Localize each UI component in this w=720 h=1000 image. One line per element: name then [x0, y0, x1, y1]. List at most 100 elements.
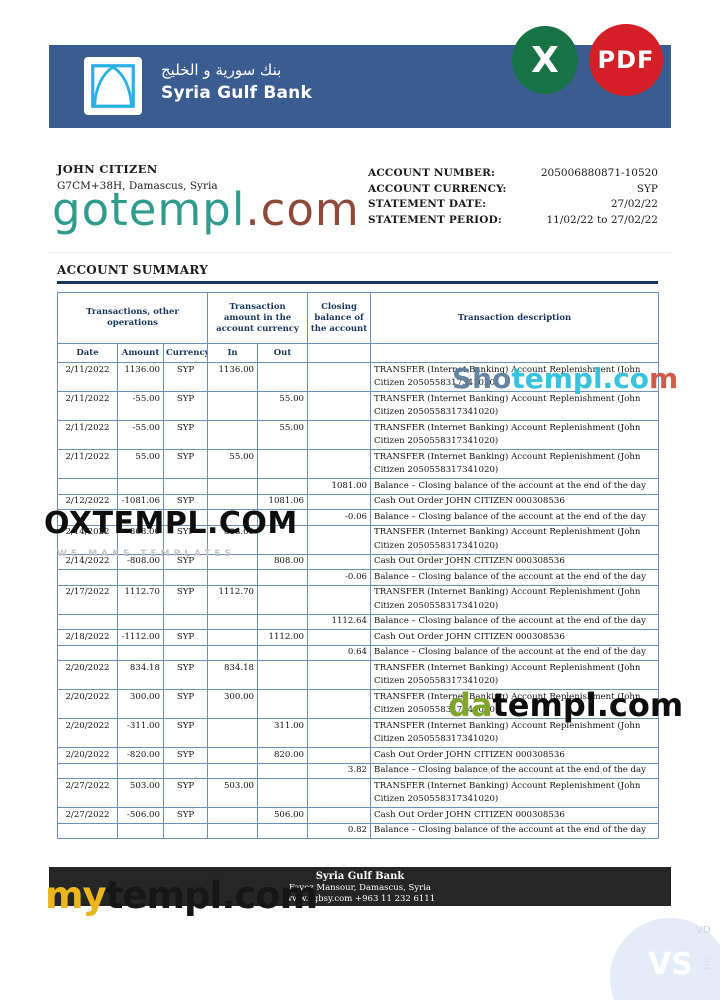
table-row: 2/27/2022 503.00 SYP 503.00 TRANSFER (Intern…	[57, 778, 660, 808]
header-divider	[49, 252, 671, 253]
table-row: 2/20/2022 834.18 SYP 834.18 TRANSFER (Intern…	[57, 660, 660, 690]
cell-amount: 55.00	[117, 449, 164, 479]
cell-balance	[307, 778, 372, 808]
col-header-in: In	[207, 343, 259, 363]
col-header-date: Date	[57, 343, 118, 363]
cell-currency	[162, 569, 209, 586]
cell-amount: 503.00	[117, 778, 164, 808]
cell-date: 2/20/2022	[57, 747, 118, 764]
cell-description: Balance – Closing balance of the account…	[370, 569, 660, 586]
cell-in	[207, 391, 259, 421]
cell-date: 2/11/2022	[57, 362, 118, 392]
watermark-gotempl: gotempl.com	[52, 186, 360, 234]
cell-amount: 808.00	[117, 524, 164, 555]
cell-date: 2/17/2022	[57, 584, 118, 615]
customer-name: JOHN CITIZEN	[57, 162, 158, 176]
cell-balance	[307, 660, 372, 690]
cell-in	[207, 478, 259, 495]
account-number-label: ACCOUNT NUMBER:	[368, 167, 496, 179]
group-header-description: Transaction description	[370, 292, 660, 344]
statement-date-label: STATEMENT DATE:	[368, 198, 487, 210]
cell-out: 1112.00	[257, 629, 309, 646]
cell-description: TRANSFER (Internet Banking) Account Repl…	[370, 689, 660, 719]
cell-currency: SYP	[162, 778, 209, 808]
cell-description: Cash Out Order JOHN CITIZEN 000308536	[370, 553, 660, 570]
cell-description: Balance – Closing balance of the account…	[370, 762, 660, 779]
cell-out	[257, 449, 309, 479]
bank-logo-arch-icon	[91, 64, 135, 108]
cell-balance	[307, 629, 372, 646]
cell-description: Balance – Closing balance of the account…	[370, 644, 660, 661]
cell-in	[207, 493, 259, 510]
account-number-value: 205006880871-10520	[540, 167, 658, 179]
cell-description: TRANSFER (Internet Banking) Account Repl…	[370, 660, 660, 690]
cell-currency: SYP	[162, 553, 209, 570]
cell-in: 808.00	[207, 524, 259, 555]
cell-out: 1081.06	[257, 493, 309, 510]
cell-currency	[162, 613, 209, 630]
cell-date: 2/20/2022	[57, 660, 118, 690]
cell-balance	[307, 718, 372, 748]
cell-date: 2/18/2022	[57, 629, 118, 646]
cell-in	[207, 569, 259, 586]
cell-in	[207, 822, 259, 839]
cell-balance: 1112.64	[307, 613, 372, 630]
pdf-badge[interactable]: PDF	[589, 24, 663, 96]
statement-period-row: STATEMENT PERIOD: 11/02/22 to 27/02/22	[368, 213, 658, 229]
excel-badge[interactable]: X	[512, 26, 578, 94]
cell-currency: SYP	[162, 718, 209, 748]
pdf-icon: PDF	[597, 46, 655, 74]
cell-currency: SYP	[162, 493, 209, 510]
cell-balance: 0.82	[307, 822, 372, 839]
cell-description: Cash Out Order JOHN CITIZEN 000308536	[370, 747, 660, 764]
account-summary-underline	[57, 281, 658, 284]
cell-out	[257, 778, 309, 808]
cell-description: Cash Out Order JOHN CITIZEN 000308536	[370, 493, 660, 510]
cell-amount: 300.00	[117, 689, 164, 719]
cell-date: 2/14/2022	[57, 524, 118, 555]
cell-description: TRANSFER (Internet Banking) Account Repl…	[370, 524, 660, 555]
cell-out: 820.00	[257, 747, 309, 764]
cell-amount	[117, 644, 164, 661]
cell-date	[57, 478, 118, 495]
cell-description: TRANSFER (Internet Banking) Account Repl…	[370, 449, 660, 479]
account-currency-row: ACCOUNT CURRENCY: SYP	[368, 182, 658, 198]
table-row: 1081.00 Balance – Closing balance of the …	[57, 478, 660, 495]
vs-badge-text: VS	[648, 947, 693, 982]
group-header-closing-balance: Closing balance of the account	[307, 292, 372, 344]
cell-out: 506.00	[257, 807, 309, 824]
cell-amount	[117, 822, 164, 839]
group-header-amount-currency: Transaction amount in the account curren…	[207, 292, 309, 344]
cell-in: 834.18	[207, 660, 259, 690]
cell-in	[207, 718, 259, 748]
cell-date	[57, 569, 118, 586]
cell-amount: -55.00	[117, 391, 164, 421]
cell-out	[257, 524, 309, 555]
table-row: -0.06 Balance – Closing balance of the ac…	[57, 569, 660, 586]
table-row: 3.82 Balance – Closing balance of the acc…	[57, 762, 660, 779]
cell-balance: -0.06	[307, 569, 372, 586]
footer-contact: www.sgbsy.com +963 11 232 6111	[284, 894, 436, 904]
cell-date: 2/27/2022	[57, 778, 118, 808]
cell-description: Balance – Closing balance of the account…	[370, 822, 660, 839]
table-row: 2/12/2022 -1081.06 SYP 1081.06 Cash Out Orde…	[57, 493, 660, 510]
group-header-transactions: Transactions, other operations	[56, 292, 209, 344]
cell-date: 2/11/2022	[57, 449, 118, 479]
cell-in	[207, 509, 259, 526]
cell-out	[257, 584, 309, 615]
cell-amount: 834.18	[117, 660, 164, 690]
cell-amount: 1112.70	[117, 584, 164, 615]
table-row: 2/11/2022 1136.00 SYP 1136.00 TRANSFER (Inte…	[57, 362, 660, 392]
cell-out: 55.00	[257, 391, 309, 421]
cell-description: Balance – Closing balance of the account…	[370, 509, 660, 526]
cell-currency: SYP	[162, 524, 209, 555]
cell-amount: -820.00	[117, 747, 164, 764]
table-group-header-row: Transactions, other operations Transacti…	[56, 292, 660, 344]
cell-balance: 3.82	[307, 762, 372, 779]
cell-description: TRANSFER (Internet Banking) Account Repl…	[370, 420, 660, 450]
cell-in	[207, 762, 259, 779]
cell-currency: SYP	[162, 807, 209, 824]
table-sub-header-row: Date Amount Currency In Out	[57, 343, 660, 363]
customer-block: JOHN CITIZEN G7CM+38H, Damascus, Syria	[57, 162, 218, 192]
footer-bar: Syria Gulf Bank Fayez Mansour, Damascus,…	[49, 867, 671, 906]
